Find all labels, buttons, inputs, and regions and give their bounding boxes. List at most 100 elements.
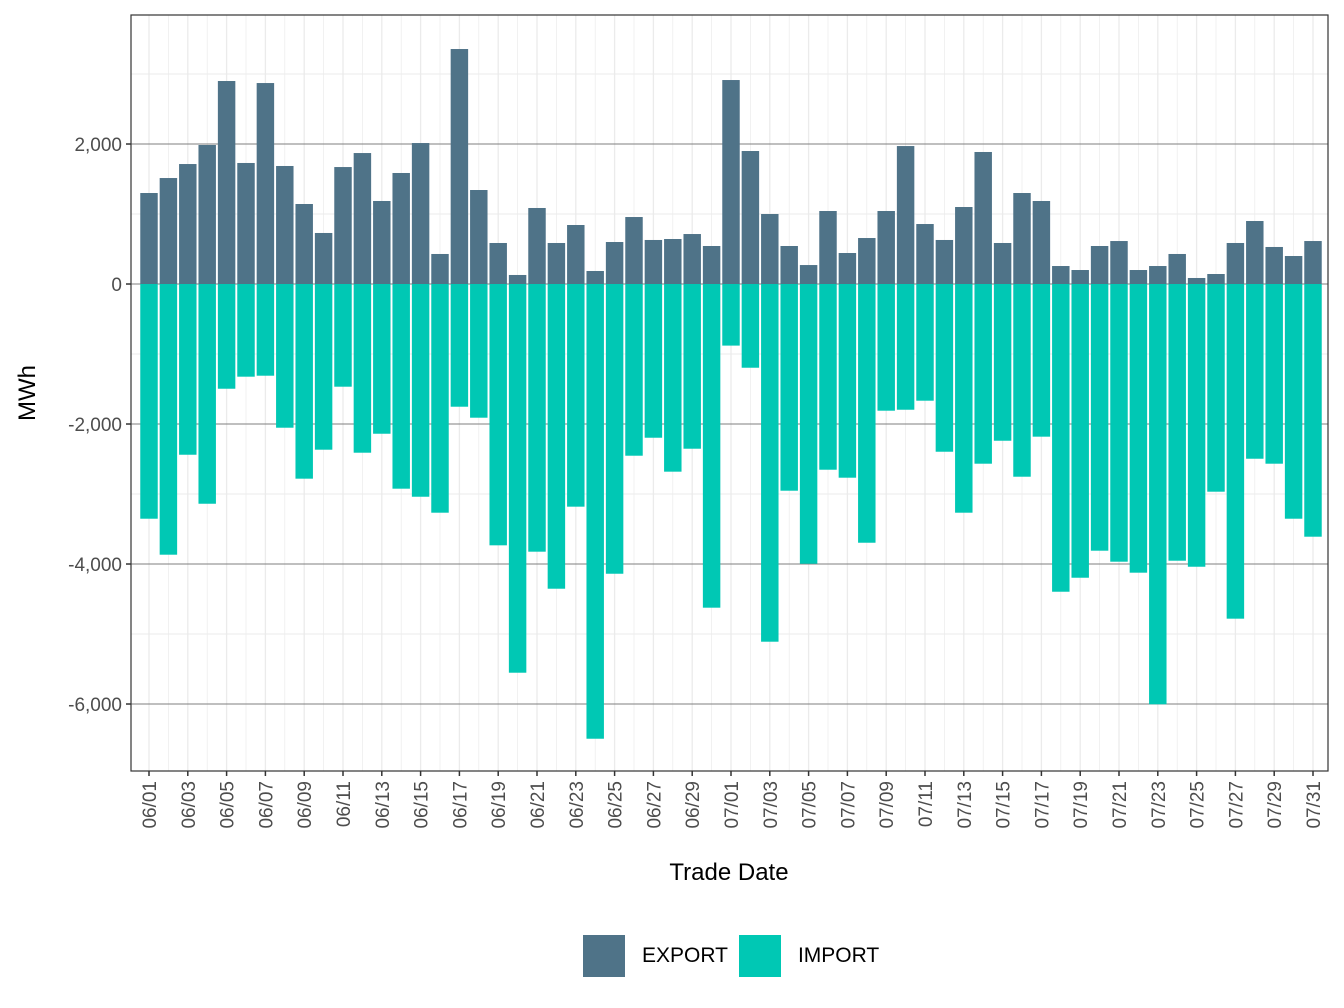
bar-import-07-31 — [1304, 284, 1322, 537]
bar-import-06-09 — [295, 284, 313, 479]
x-axis: 06/01 06/03 06/05 06/07 06/09 06/11 06/13 06/15… — [140, 771, 1325, 829]
bar-import-07-07 — [838, 284, 857, 478]
bar-export-06-04 — [198, 144, 216, 285]
x-tick-label: 07/27 — [1226, 781, 1247, 829]
bar-export-06-30 — [702, 246, 721, 285]
bar-export-07-23 — [1149, 266, 1167, 285]
x-tick-label: 07/29 — [1265, 781, 1286, 829]
y-tick-label: -2,000 — [68, 415, 122, 436]
bar-export-06-21 — [528, 207, 546, 285]
bar-export-06-12 — [353, 153, 372, 285]
bar-import-06-11 — [334, 284, 352, 387]
bar-import-07-29 — [1265, 284, 1283, 464]
y-tick-label: -6,000 — [68, 695, 122, 716]
bar-export-07-28 — [1246, 221, 1264, 285]
bar-export-06-22 — [547, 242, 566, 285]
x-tick-label: 07/15 — [994, 781, 1015, 829]
legend-key-export — [583, 935, 625, 977]
x-tick-label: 06/05 — [218, 781, 239, 829]
bar-import-07-16 — [1013, 284, 1031, 477]
bar-import-07-23 — [1149, 284, 1167, 705]
bar-import-06-08 — [276, 284, 294, 428]
bar-export-07-22 — [1129, 270, 1148, 285]
bar-import-06-16 — [431, 284, 449, 513]
x-tick-label: 06/17 — [450, 781, 471, 829]
bar-import-06-02 — [159, 284, 178, 555]
bar-import-06-21 — [528, 284, 546, 552]
bar-export-06-14 — [392, 172, 410, 285]
y-axis-title: MWh — [14, 365, 41, 421]
bar-export-07-18 — [1052, 266, 1070, 285]
bar-import-07-30 — [1284, 284, 1303, 519]
bar-import-06-20 — [508, 284, 527, 673]
x-axis-title: Trade Date — [669, 859, 788, 886]
bar-import-07-10 — [896, 284, 915, 410]
x-tick-label: 07/03 — [761, 781, 782, 829]
bar-export-07-07 — [838, 253, 857, 285]
x-tick-label: 06/03 — [179, 781, 200, 829]
bar-export-07-26 — [1207, 274, 1225, 285]
x-tick-label: 06/13 — [373, 781, 394, 829]
bar-export-07-17 — [1032, 200, 1051, 285]
bar-export-06-07 — [256, 83, 275, 285]
bar-export-07-27 — [1226, 242, 1245, 285]
bar-export-07-11 — [916, 224, 934, 285]
bar-import-07-12 — [935, 284, 954, 452]
bar-export-06-27 — [644, 239, 663, 285]
x-tick-label: 07/05 — [800, 781, 821, 829]
x-tick-label: 07/01 — [722, 781, 743, 829]
bar-import-07-28 — [1246, 284, 1264, 459]
bar-import-07-21 — [1110, 284, 1128, 562]
bars — [140, 49, 1322, 739]
x-tick-label: 07/19 — [1071, 781, 1092, 829]
legend-item-export: EXPORT — [583, 935, 728, 977]
bar-import-06-06 — [237, 284, 255, 377]
bar-import-06-13 — [373, 284, 391, 434]
bar-export-06-09 — [295, 204, 313, 285]
y-axis: -6,000 -4,000 -2,000 0 2,000 — [68, 135, 131, 716]
bar-export-06-23 — [567, 225, 585, 285]
bar-import-06-24 — [586, 284, 604, 739]
x-tick-label: 06/27 — [644, 781, 665, 829]
bar-import-07-27 — [1226, 284, 1245, 619]
bar-import-06-29 — [683, 284, 701, 449]
y-tick-label: 0 — [111, 275, 122, 296]
bar-export-07-29 — [1265, 246, 1283, 285]
bar-import-07-04 — [780, 284, 798, 491]
bar-import-06-22 — [547, 284, 566, 589]
bar-export-07-30 — [1284, 256, 1303, 285]
bar-export-06-05 — [217, 81, 236, 285]
bar-export-07-21 — [1110, 241, 1128, 285]
bar-import-06-15 — [411, 284, 430, 497]
bar-export-06-13 — [373, 200, 391, 285]
bar-export-07-10 — [896, 146, 915, 285]
legend-label-export: EXPORT — [642, 944, 728, 967]
bar-export-06-17 — [450, 49, 469, 285]
bar-export-07-25 — [1187, 277, 1206, 285]
bar-export-06-11 — [334, 167, 352, 285]
legend-item-import: IMPORT — [738, 935, 879, 977]
bar-import-06-30 — [702, 284, 721, 608]
x-tick-label: 07/11 — [916, 781, 937, 827]
bar-import-06-04 — [198, 284, 216, 504]
bar-export-06-16 — [431, 253, 449, 285]
bar-import-06-19 — [489, 284, 507, 546]
bar-import-07-20 — [1090, 284, 1109, 551]
bar-import-07-05 — [799, 284, 818, 564]
bar-import-07-09 — [877, 284, 895, 411]
x-tick-label: 06/25 — [606, 781, 627, 829]
bar-import-06-14 — [392, 284, 410, 489]
bar-export-07-12 — [935, 239, 954, 285]
bar-export-06-10 — [314, 232, 333, 285]
bar-export-07-24 — [1168, 253, 1186, 285]
x-tick-label: 07/23 — [1149, 781, 1170, 829]
bar-import-06-25 — [605, 284, 624, 574]
bar-export-07-19 — [1071, 270, 1089, 285]
bar-export-06-03 — [179, 164, 197, 285]
bar-import-07-11 — [916, 284, 934, 401]
x-tick-label: 06/09 — [295, 781, 316, 829]
bar-export-06-01 — [140, 193, 158, 285]
bar-import-06-26 — [625, 284, 643, 456]
bar-import-07-08 — [858, 284, 876, 543]
